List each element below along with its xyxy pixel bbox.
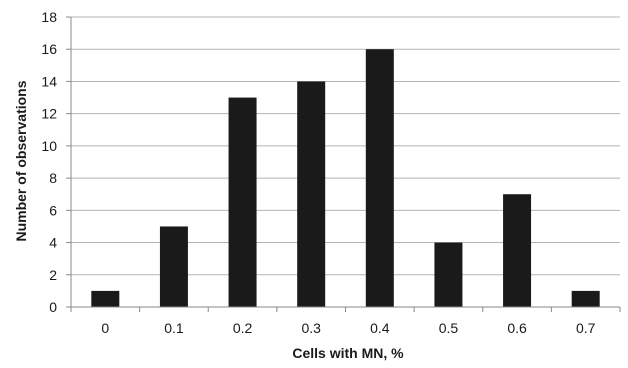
y-tick-label: 0: [49, 299, 57, 315]
y-tick-label: 14: [41, 73, 57, 89]
x-tick-label: 0.6: [507, 320, 527, 336]
x-tick-label: 0.5: [439, 320, 459, 336]
bars: [91, 49, 600, 307]
x-tick-label: 0.1: [164, 320, 184, 336]
y-tick-labels: 0 2 4 6 8 10 12 14 16 18: [41, 9, 57, 315]
x-tick-label: 0.3: [301, 320, 321, 336]
bar-0.6: [503, 194, 532, 307]
x-tick-label: 0.7: [576, 320, 596, 336]
axes: [66, 16, 621, 312]
y-tick-label: 2: [49, 267, 57, 283]
x-tick-label: 0: [101, 320, 109, 336]
gridlines: [71, 16, 620, 276]
bar-0.5: [434, 242, 463, 307]
y-tick-label: 8: [49, 170, 57, 186]
x-axis-title: Cells with MN, %: [292, 345, 404, 361]
bar-0.1: [159, 226, 188, 307]
bar-0.3: [297, 81, 326, 307]
x-tick-labels: 0 0.1 0.2 0.3 0.4 0.5 0.6 0.7: [101, 320, 595, 336]
y-tick-label: 12: [41, 106, 57, 122]
y-tick-label: 18: [41, 9, 57, 25]
y-tick-label: 16: [41, 41, 57, 57]
y-tick-label: 4: [49, 235, 57, 251]
y-tick-label: 10: [41, 138, 57, 154]
bar-0.2: [228, 97, 257, 307]
bar-0.7: [571, 290, 600, 307]
bar-0: [91, 290, 120, 307]
y-axis-title: Number of observations: [13, 80, 29, 241]
x-tick-label: 0.2: [233, 320, 253, 336]
bar-0.4: [365, 49, 394, 307]
x-tick-label: 0.4: [370, 320, 390, 336]
y-tick-label: 6: [49, 202, 57, 218]
